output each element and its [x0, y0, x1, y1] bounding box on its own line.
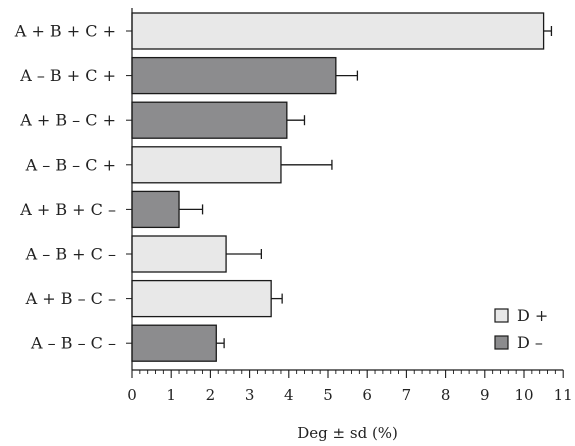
x-tick-label: 1 [166, 386, 176, 404]
category-labels-group: A + B + C + A – B + C + A + B – C + A – B –… [14, 22, 116, 353]
error-bars-group [179, 26, 553, 349]
error-bar [271, 293, 283, 304]
legend: D + D – [494, 306, 548, 352]
category-label: A + B + C – [19, 200, 116, 219]
x-axis-title: Deg ± sd (%) [297, 424, 398, 442]
legend-swatch [494, 308, 509, 323]
bar [131, 324, 217, 362]
x-tick-label: 7 [402, 386, 412, 404]
legend-item: D – [494, 333, 543, 352]
axes-group [126, 8, 564, 378]
category-label: A + B + C + [14, 22, 116, 41]
error-bar [280, 159, 333, 170]
category-label: A – B + C + [19, 66, 116, 85]
category-label: A + B – C + [19, 111, 116, 130]
legend-label: D – [517, 333, 543, 352]
tick-labels-group: 0 1 2 3 4 5 6 7 8 9 10 11 [127, 386, 573, 404]
error-bar [286, 115, 306, 126]
legend-label: D + [517, 306, 548, 325]
x-tick-label: 5 [323, 386, 333, 404]
x-tick-label: 9 [480, 386, 490, 404]
x-tick-label: 3 [245, 386, 255, 404]
x-tick-label: 0 [127, 386, 137, 404]
legend-item: D + [494, 306, 548, 325]
error-bar [179, 204, 204, 215]
error-bar [226, 249, 263, 259]
error-bar [335, 70, 359, 81]
bar [131, 101, 288, 139]
error-bar [543, 26, 553, 36]
bar [131, 279, 272, 318]
bar [131, 56, 337, 95]
bar [131, 190, 180, 229]
error-bar [216, 338, 225, 349]
bar [131, 235, 227, 273]
bars-group [131, 12, 545, 362]
x-tick-label: 4 [284, 386, 294, 404]
x-tick-label: 2 [206, 386, 216, 404]
bar [131, 146, 282, 184]
category-label: A – B – C + [25, 155, 116, 174]
category-label: A + B – C – [25, 289, 116, 308]
bar [131, 12, 545, 50]
x-tick-label: 11 [554, 386, 573, 404]
x-tick-label: 8 [441, 386, 451, 404]
legend-swatch [494, 335, 509, 350]
x-tick-label: 6 [362, 386, 372, 404]
x-tick-label: 10 [514, 386, 533, 404]
category-label: A – B + C – [25, 245, 116, 264]
category-label: A – B – C – [30, 334, 116, 353]
